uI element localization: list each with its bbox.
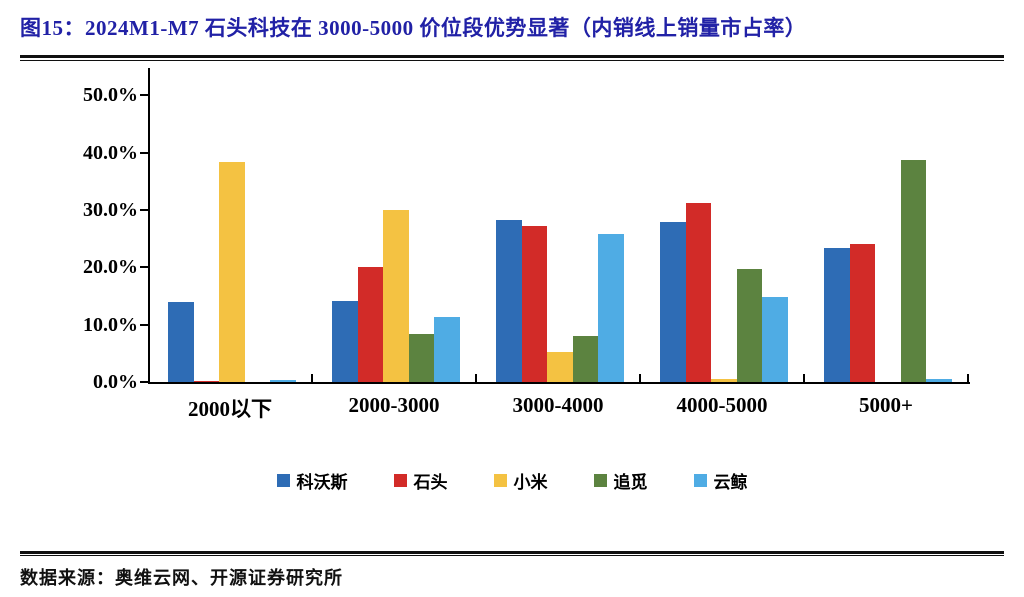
figure-title: 图15：2024M1-M7 石头科技在 3000-5000 价位段优势显著（内销… [20, 16, 807, 40]
bar-narwal-5 [926, 379, 952, 382]
y-tick-label-5: 50.0% [83, 84, 138, 107]
footer-divider [20, 551, 1004, 556]
y-tick-5 [140, 94, 148, 97]
bar-roborock-4 [685, 203, 712, 382]
bar-group-2 [314, 68, 478, 382]
title-divider [20, 55, 1004, 61]
y-tick-0 [140, 381, 148, 383]
legend-item-roborock: 石头 [393, 468, 448, 493]
y-tick-label-3: 30.0% [83, 199, 138, 221]
legend-swatch-icon [693, 474, 707, 487]
x-tick-1 [311, 374, 313, 382]
x-category-label-3: 3000-4000 [512, 393, 604, 417]
bar-dreame-3 [572, 336, 599, 382]
bar-xiaomi-4 [711, 379, 737, 382]
legend-swatch-icon [493, 474, 507, 487]
legend-item-xiaomi: 小米 [493, 468, 548, 493]
bar-narwal-3 [598, 233, 624, 382]
plot-area [148, 68, 970, 384]
bar-narwal-2 [434, 316, 460, 382]
bar-dreame-5 [900, 160, 927, 382]
legend-swatch-icon [393, 474, 407, 487]
bar-ecovacs-5 [824, 247, 850, 382]
legend-swatch-icon [276, 474, 290, 487]
bar-roborock-5 [849, 243, 876, 382]
y-tick-4 [140, 151, 148, 154]
bar-narwal-1 [270, 380, 296, 382]
bar-group-1 [150, 68, 314, 382]
legend-item-ecovacs: 科沃斯 [276, 468, 348, 493]
bar-ecovacs-1 [168, 301, 194, 382]
bar-group-5 [806, 68, 970, 382]
legend-label: 云鲸 [713, 473, 748, 492]
x-tick-5 [967, 374, 969, 382]
y-tick-label-1: 10.0% [83, 313, 138, 336]
bar-ecovacs-3 [496, 220, 522, 382]
x-category-label-5: 5000+ [859, 393, 913, 417]
legend-swatch-icon [593, 474, 607, 487]
legend-item-narwal: 云鲸 [693, 468, 748, 493]
bar-xiaomi-1 [219, 161, 245, 382]
y-tick-1 [140, 323, 148, 326]
y-tick-3 [140, 209, 148, 211]
bar-ecovacs-2 [332, 300, 358, 382]
legend: 科沃斯 石头 小米 追觅 云鲸 [0, 468, 1024, 493]
legend-item-dreame: 追觅 [593, 468, 648, 493]
bar-group-4 [642, 68, 806, 382]
bar-ecovacs-4 [660, 221, 686, 382]
x-category-label-1: 2000以下 [188, 397, 272, 421]
legend-label: 石头 [413, 473, 448, 492]
bar-narwal-4 [762, 297, 788, 382]
bar-group-3 [478, 68, 642, 382]
bar-dreame-4 [736, 268, 763, 382]
bar-xiaomi-2 [383, 209, 409, 382]
bar-roborock-2 [357, 266, 384, 382]
bar-dreame-2 [408, 334, 435, 382]
y-tick-label-4: 40.0% [83, 141, 138, 164]
legend-label: 小米 [513, 473, 548, 492]
y-tick-label-2: 20.0% [83, 256, 138, 279]
bar-roborock-1 [193, 380, 220, 382]
bar-roborock-3 [521, 225, 548, 382]
y-tick-2 [140, 266, 148, 269]
x-category-label-2: 2000-3000 [348, 393, 440, 417]
bar-xiaomi-3 [547, 352, 573, 382]
x-tick-3 [639, 374, 641, 382]
y-tick-label-0: 0.0% [93, 371, 138, 393]
legend-label: 科沃斯 [296, 473, 348, 492]
source-note: 数据来源：奥维云网、开源证券研究所 [20, 568, 343, 588]
x-category-label-4: 4000-5000 [676, 393, 768, 417]
legend-label: 追觅 [613, 473, 648, 492]
x-tick-2 [475, 374, 477, 382]
x-tick-4 [803, 374, 805, 382]
